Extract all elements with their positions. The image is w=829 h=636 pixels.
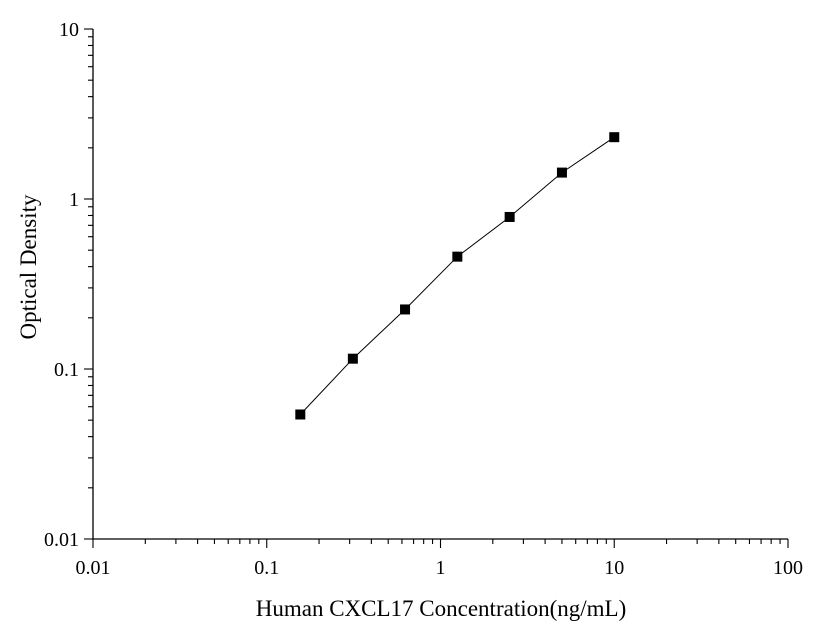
x-tick-label: 1 (436, 557, 446, 579)
data-point (400, 304, 411, 315)
data-points (295, 132, 620, 420)
data-point (347, 353, 358, 364)
tick-labels: 0.01 0.1 1 10 100 0.01 0.1 1 10 (44, 19, 803, 579)
y-tick-label: 10 (59, 19, 79, 41)
x-tick-label: 10 (604, 557, 624, 579)
x-tick-label: 0.1 (254, 557, 279, 579)
data-point (556, 167, 567, 178)
y-tick-label: 0.1 (54, 359, 79, 381)
data-point (295, 409, 306, 420)
data-point (452, 251, 463, 262)
y-tick-label: 1 (69, 189, 79, 211)
data-point (609, 132, 620, 143)
x-tick-label: 100 (773, 557, 803, 579)
y-tick-label: 0.01 (44, 529, 79, 551)
fit-line (299, 136, 615, 415)
axes (92, 29, 788, 540)
data-point (504, 211, 515, 222)
x-tick-label: 0.01 (76, 557, 111, 579)
ticks (84, 28, 789, 548)
x-axis-title: Human CXCL17 Concentration(ng/mL) (256, 596, 627, 621)
y-axis-title: Optical Density (16, 194, 41, 339)
